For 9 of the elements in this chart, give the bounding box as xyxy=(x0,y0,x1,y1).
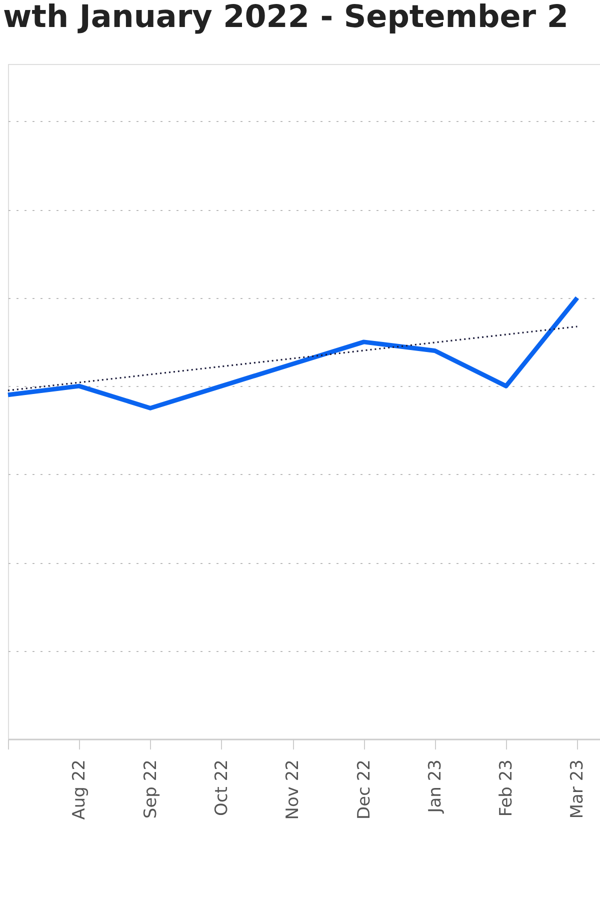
x-tick-label: Jan 23 xyxy=(425,760,446,814)
chart-title: wth January 2022 - September 2 xyxy=(3,0,568,35)
x-tick-label: Sep 22 xyxy=(140,760,161,819)
x-tick-label: Mar 23 xyxy=(568,760,588,819)
x-tick-label: Nov 22 xyxy=(283,760,304,820)
x-tick-label: Aug 22 xyxy=(70,760,90,820)
x-tick-label: Feb 23 xyxy=(496,760,517,817)
x-tick-label: Oct 22 xyxy=(212,760,232,816)
x-tick-label: Dec 22 xyxy=(354,760,374,820)
